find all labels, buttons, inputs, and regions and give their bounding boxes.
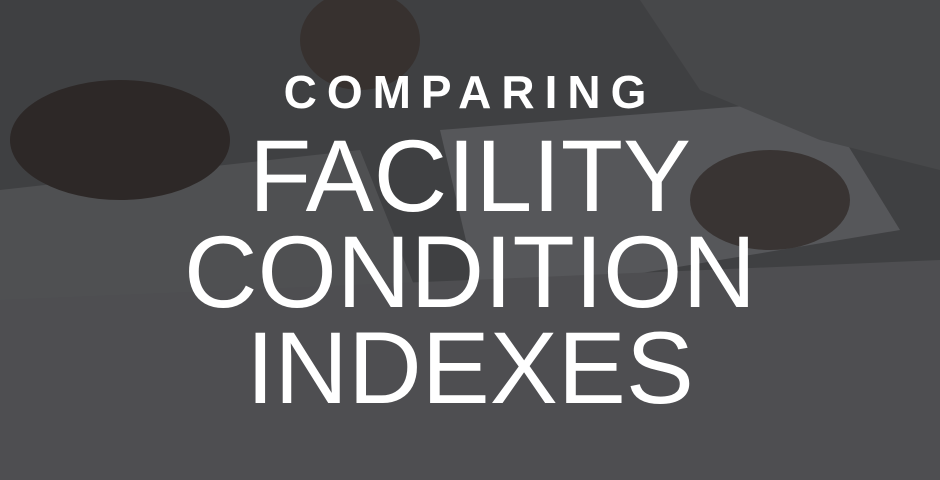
title-line: FACILITY <box>248 119 692 233</box>
title-line: CONDITION <box>183 215 757 329</box>
title: FACILITY CONDITION INDEXES <box>0 119 940 425</box>
title-line: INDEXES <box>246 311 694 425</box>
kicker: COMPARING <box>283 66 657 118</box>
